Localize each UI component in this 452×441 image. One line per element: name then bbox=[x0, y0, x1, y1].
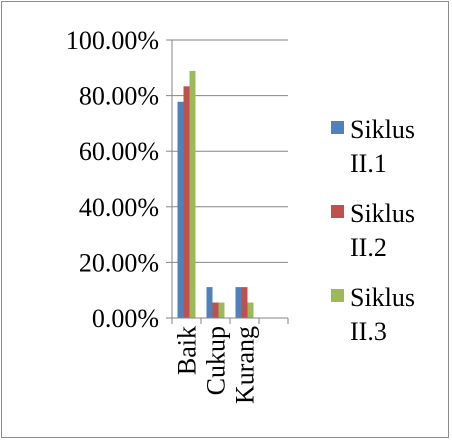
y-tick-label: 80.00% bbox=[79, 82, 159, 111]
x-category-label: Baik bbox=[173, 326, 202, 375]
legend-label-2b: II.2 bbox=[350, 233, 387, 262]
legend-swatch-1 bbox=[331, 121, 344, 134]
x-category-labels: Baik Cukup Kurang bbox=[173, 326, 260, 404]
y-tick-label: 40.00% bbox=[79, 193, 159, 222]
legend-swatch-3 bbox=[331, 289, 344, 302]
bar bbox=[235, 287, 242, 318]
bar bbox=[206, 287, 213, 318]
legend-swatch-2 bbox=[331, 205, 344, 218]
legend-item: Siklus II.3 bbox=[331, 283, 415, 346]
y-tick-labels: 0.00% 20.00% 40.00% 60.00% 80.00% 100.00% bbox=[66, 26, 159, 333]
legend: Siklus II.1 Siklus II.2 Siklus II.3 bbox=[331, 115, 415, 346]
y-tick-label: 100.00% bbox=[66, 26, 159, 55]
legend-label-3b: II.3 bbox=[350, 317, 387, 346]
bar bbox=[177, 101, 184, 318]
bar bbox=[247, 302, 254, 318]
legend-label-1a: Siklus bbox=[350, 115, 415, 144]
x-category-label: Cukup bbox=[202, 326, 231, 395]
y-tick-label: 60.00% bbox=[79, 137, 159, 166]
bars bbox=[177, 70, 254, 319]
y-tick-label: 0.00% bbox=[92, 304, 159, 333]
y-tick-label: 20.00% bbox=[79, 248, 159, 277]
x-category-label: Kurang bbox=[231, 326, 260, 404]
legend-item: Siklus II.1 bbox=[331, 115, 415, 178]
bar bbox=[183, 86, 190, 319]
legend-label-2a: Siklus bbox=[350, 199, 415, 228]
legend-label-3a: Siklus bbox=[350, 283, 415, 312]
legend-label-1b: II.1 bbox=[350, 149, 387, 178]
legend-item: Siklus II.2 bbox=[331, 199, 415, 262]
bar bbox=[241, 287, 248, 318]
bar bbox=[212, 302, 219, 318]
bar bbox=[218, 302, 225, 318]
bar bbox=[189, 70, 196, 318]
axes bbox=[171, 40, 288, 319]
